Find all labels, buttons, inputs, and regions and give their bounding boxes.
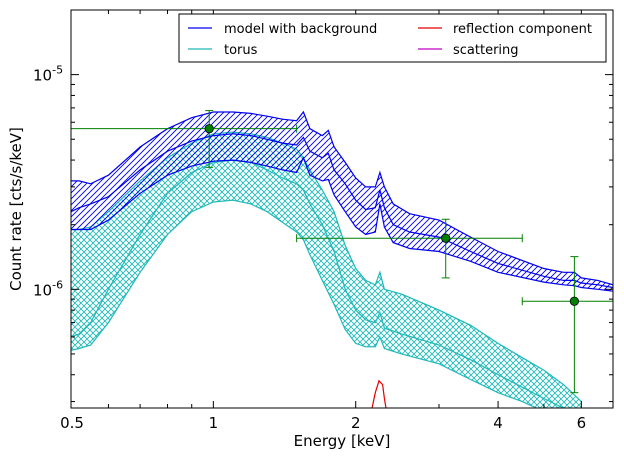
legend: model with background torus reflection c…	[178, 13, 607, 63]
legend-label-reflection: reflection component	[453, 22, 592, 37]
y-tick-label-0: 10-6	[33, 278, 63, 299]
data-point-2	[569, 296, 579, 306]
model-lower-line	[71, 156, 613, 292]
legend-label-model: model with background	[224, 22, 377, 37]
data-point-1	[441, 233, 451, 243]
model-center-line	[71, 133, 613, 289]
plot-frame	[70, 9, 614, 409]
x-ticks: 0.5 1 2 4 6	[60, 10, 586, 432]
y-axis-label: Count rate [cts/s/keV]	[7, 127, 25, 291]
legend-box	[178, 13, 607, 63]
torus-fill	[71, 132, 582, 408]
plot-area	[71, 110, 613, 408]
model-fill	[71, 112, 613, 292]
x-tick-label-2: 2	[351, 414, 361, 432]
torus-lower-line	[71, 199, 538, 408]
x-tick-label-1: 1	[209, 414, 219, 432]
reflection-line	[371, 379, 387, 408]
legend-label-scattering: scattering	[453, 43, 519, 58]
x-axis-label: Energy [keV]	[294, 432, 391, 450]
x-tick-label-0: 0.5	[60, 414, 84, 432]
x-tick-label-3: 4	[493, 414, 503, 432]
reflection-series	[371, 379, 387, 408]
legend-label-torus: torus	[224, 43, 258, 58]
model-upper-line	[71, 110, 613, 286]
torus-center-line	[71, 159, 566, 408]
x-tick-label-4: 6	[577, 414, 587, 432]
data-points	[71, 110, 613, 394]
data-point-0	[204, 124, 214, 134]
model-band	[71, 110, 613, 292]
y-tick-label-1: 10-5	[33, 64, 63, 85]
